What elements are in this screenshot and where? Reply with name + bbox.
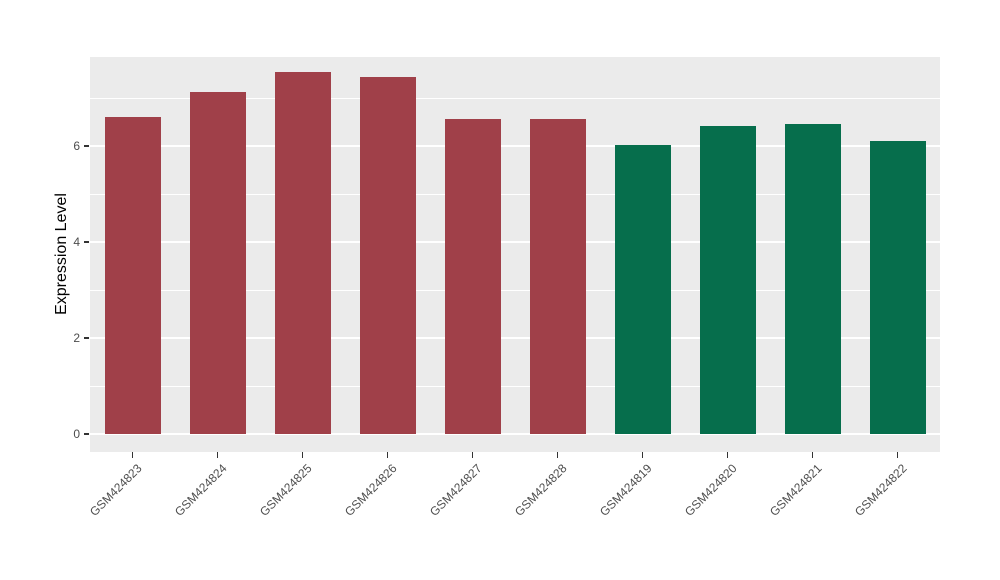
x-tick-label-GSM424827: GSM424827 <box>427 461 485 519</box>
bar-GSM424823 <box>104 117 161 434</box>
y-tick-mark <box>84 433 89 435</box>
gridline-major <box>90 337 940 339</box>
gridline-minor <box>90 290 940 291</box>
y-tick-label: 6 <box>73 139 80 153</box>
x-tick-mark <box>301 452 304 458</box>
x-tick-label-GSM424825: GSM424825 <box>257 461 315 519</box>
x-tick-mark <box>896 452 899 458</box>
gridline-major <box>90 433 940 435</box>
y-tick-label: 0 <box>73 427 80 441</box>
bar-GSM424821 <box>784 123 841 434</box>
y-tick-mark <box>84 337 89 339</box>
plot-panel <box>90 57 940 452</box>
x-tick-mark <box>131 452 134 458</box>
x-tick-label-GSM424822: GSM424822 <box>852 461 910 519</box>
x-tick-mark <box>641 452 644 458</box>
x-tick-label-GSM424828: GSM424828 <box>512 461 570 519</box>
bar-GSM424826 <box>359 76 416 434</box>
bar-GSM424824 <box>189 91 246 434</box>
bar-GSM424819 <box>614 145 671 434</box>
x-tick-label-GSM424821: GSM424821 <box>767 461 825 519</box>
x-tick-label-GSM424820: GSM424820 <box>682 461 740 519</box>
y-tick-mark <box>84 241 89 243</box>
y-tick-mark <box>84 145 89 147</box>
x-tick-mark <box>386 452 389 458</box>
x-tick-label-GSM424826: GSM424826 <box>342 461 400 519</box>
bar-GSM424822 <box>869 141 926 434</box>
gridline-minor <box>90 194 940 195</box>
gridline-major <box>90 145 940 147</box>
x-tick-mark <box>216 452 219 458</box>
gridline-major <box>90 241 940 243</box>
gridline-minor <box>90 386 940 387</box>
bar-GSM424820 <box>699 125 756 434</box>
x-tick-label-GSM424819: GSM424819 <box>597 461 655 519</box>
x-tick-mark <box>556 452 559 458</box>
x-tick-mark <box>811 452 814 458</box>
x-tick-label-GSM424823: GSM424823 <box>87 461 145 519</box>
y-tick-label: 2 <box>73 331 80 345</box>
x-tick-mark <box>726 452 729 458</box>
bar-GSM424827 <box>444 119 501 434</box>
x-tick-label-GSM424824: GSM424824 <box>172 461 230 519</box>
x-tick-mark <box>471 452 474 458</box>
bar-GSM424825 <box>274 72 331 434</box>
y-axis-title: Expression Level <box>53 193 70 315</box>
gridline-minor <box>90 98 940 99</box>
bar-GSM424828 <box>529 119 586 434</box>
y-tick-label: 4 <box>73 235 80 249</box>
